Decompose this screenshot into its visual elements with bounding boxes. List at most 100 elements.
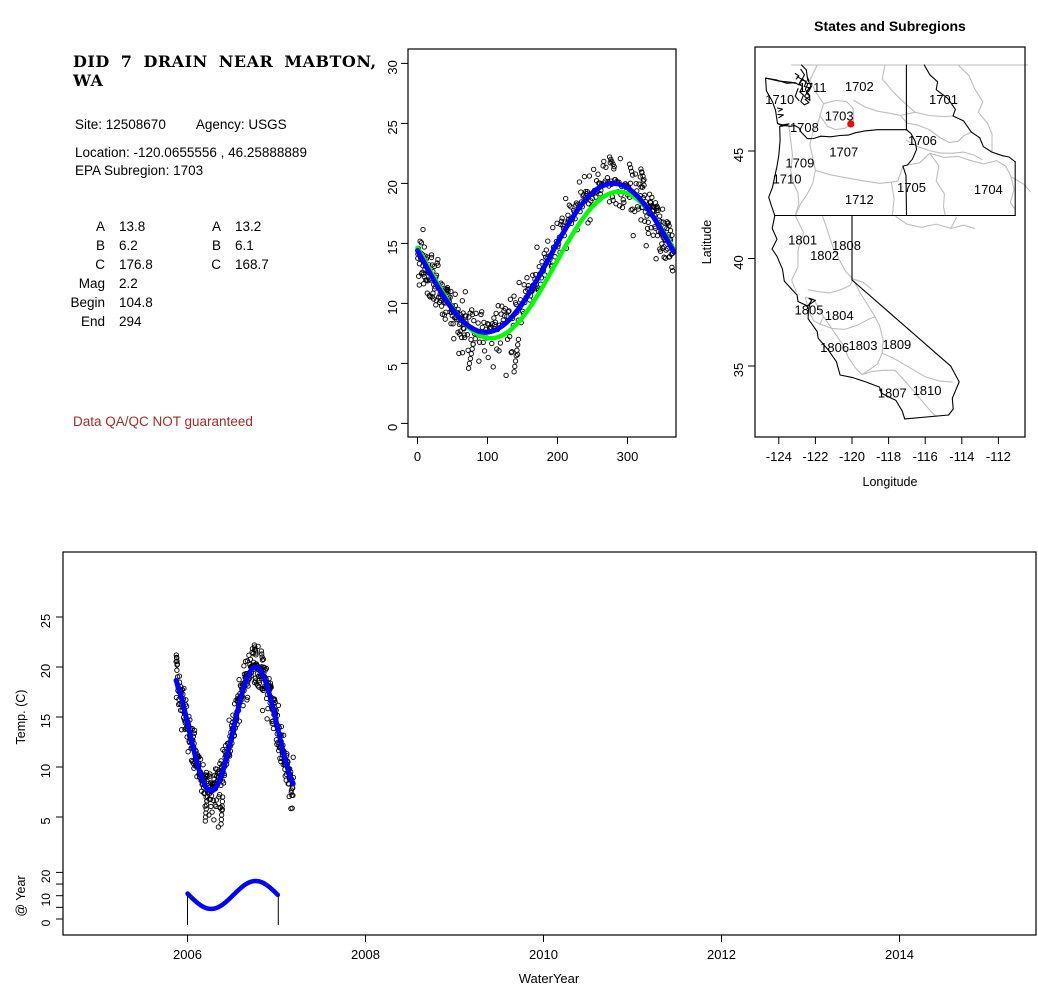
site-agency-line: Site: 12508670 Agency: USGS	[75, 117, 287, 132]
scatter-point	[428, 252, 435, 258]
fit-row-value: 2.2	[119, 276, 138, 291]
scatter-point	[461, 334, 468, 341]
scatter-point	[244, 658, 251, 664]
scatter-point	[620, 197, 626, 203]
scatter-point	[511, 293, 517, 299]
scatter-point	[247, 656, 254, 662]
scatter-point	[670, 268, 676, 274]
fit-row-label: A	[211, 219, 221, 234]
scatter-point	[206, 773, 213, 779]
subregion-label: 1710	[773, 171, 802, 186]
scatter-point	[200, 762, 206, 768]
inset-annual-curve	[185, 878, 281, 912]
ts-ylabel: Temp. (C)	[14, 690, 28, 745]
scatter-point	[491, 315, 497, 321]
scatter-point	[632, 171, 639, 177]
scatter-point	[514, 347, 520, 353]
scatter-point	[448, 288, 454, 295]
scatter-point	[576, 179, 583, 185]
plot-box	[754, 46, 1026, 438]
scatter-point	[499, 303, 505, 309]
scatter-point	[289, 805, 295, 811]
epa-subregion-line: EPA Subregion: 1703	[75, 163, 204, 178]
state-boundary	[765, 77, 796, 84]
subregion-boundary	[788, 126, 800, 217]
scatter-point	[424, 290, 430, 296]
scatter-point	[597, 191, 603, 197]
y2-axis-tick-label: 20	[39, 869, 53, 883]
scatter-point	[539, 259, 545, 265]
scatter-point	[645, 230, 651, 237]
x-axis-tick-label: 100	[477, 449, 499, 464]
subregion-label: 1704	[974, 182, 1003, 197]
x-axis-tick-label: 2010	[529, 947, 558, 962]
state-boundary	[948, 365, 960, 416]
scatter-point	[445, 288, 451, 294]
scatter-point	[259, 654, 265, 660]
subregion-label: 1801	[788, 233, 817, 248]
scatter-point	[645, 219, 651, 225]
scatter-point	[438, 303, 445, 309]
scatter-point	[480, 339, 486, 346]
x-axis-tick-label: 300	[617, 449, 639, 464]
subregion-boundary	[929, 152, 946, 217]
scatter-point	[644, 225, 651, 232]
scatter-point	[591, 166, 597, 173]
scatter-point	[476, 339, 483, 345]
scatter-point	[209, 809, 215, 815]
scatter-point	[603, 164, 609, 170]
scatter-point	[174, 655, 180, 661]
subregion-label: 1707	[829, 145, 858, 160]
subregion-boundary	[895, 216, 976, 229]
subregion-label: 1710	[765, 92, 794, 107]
scatter-point	[468, 336, 474, 343]
scatter-point	[420, 226, 426, 233]
scatter-point	[530, 272, 536, 278]
y-axis-tick-label: 5	[385, 364, 400, 371]
y-axis-tick-label: 40	[731, 255, 746, 269]
seasonal-fit-plot: 0 100 200 300 0 5 10 15 20 25 30	[385, 48, 677, 464]
scatter-point	[502, 313, 508, 319]
scatter-point	[472, 336, 478, 342]
scatter-point	[218, 812, 225, 818]
subregion-label: 1711	[799, 80, 827, 95]
subregion-boundary	[957, 64, 993, 153]
scatter-point	[629, 172, 636, 178]
scatter-point	[416, 261, 423, 267]
site-location-dot	[847, 120, 855, 128]
fit-row-value: 104.8	[119, 295, 153, 310]
scatter-point	[219, 794, 226, 800]
scatter-point	[435, 262, 441, 268]
subregion-label: 1712	[845, 192, 874, 207]
fit-row-label: B	[95, 238, 105, 253]
subregion-boundary	[852, 278, 881, 326]
scatter-point	[630, 232, 636, 239]
fit-row-label: End	[80, 314, 105, 329]
subregion-label: 1805	[795, 303, 824, 318]
fit-row-value: 168.7	[235, 257, 269, 272]
map-title: States and Subregions	[814, 18, 966, 34]
scatter-point	[420, 271, 427, 277]
scatter-point	[481, 348, 488, 354]
subregion-label: 1803	[849, 338, 878, 353]
subregion-label: 1806	[820, 340, 849, 355]
scatter-point	[660, 245, 666, 251]
scatter-point	[427, 294, 433, 300]
scatter-point	[176, 673, 183, 679]
scatter-point	[213, 803, 219, 810]
scatter-point	[452, 291, 458, 297]
y-axis-tick-label: 45	[731, 148, 746, 162]
scatter-point	[563, 195, 569, 202]
state-boundary	[796, 68, 811, 106]
scatter-point	[290, 754, 296, 760]
scatter-point	[462, 289, 468, 295]
scatter-point	[667, 227, 674, 234]
scatter-point	[534, 244, 540, 250]
scatter-point	[652, 200, 659, 206]
scatter-point	[610, 197, 616, 203]
state-boundary	[776, 122, 907, 140]
scatter-point	[218, 758, 224, 764]
scatter-point	[444, 287, 450, 293]
